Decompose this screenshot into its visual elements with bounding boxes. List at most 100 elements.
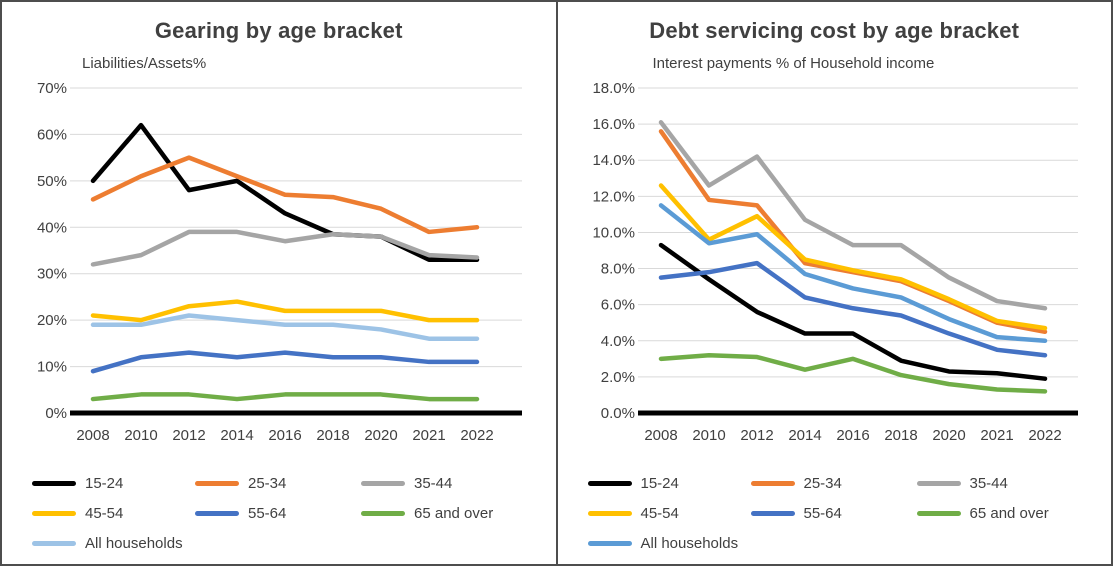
- series-line-15-24: [658, 242, 1047, 381]
- legend-item-65-and-over: 65 and over: [361, 505, 546, 522]
- x-axis-tick-label: 2014: [788, 427, 821, 444]
- legend-label: 45-54: [85, 504, 124, 522]
- legend-swatch: [587, 510, 632, 516]
- legend-swatch: [361, 510, 405, 516]
- series-line-45-54: [90, 299, 480, 323]
- legend-swatch: [587, 480, 632, 486]
- chart-legend: 15-24 25-34 35-44 45-54 55-64 65 and over All …: [587, 468, 1102, 558]
- gearing-chart-panel: Gearing by age bracket Liabilities/Asset…: [2, 2, 558, 564]
- legend-item-25-34: 25-34: [750, 474, 917, 492]
- x-axis-tick-label: 2010: [124, 427, 157, 444]
- legend-item-55-64: 55-64: [750, 504, 917, 522]
- x-axis-tick-label: 2012: [740, 427, 773, 444]
- legend-label: All households: [640, 534, 739, 552]
- y-axis-tick-label: 18.0%: [592, 80, 635, 97]
- legend-label: 65 and over: [969, 504, 1049, 522]
- x-axis-tick-label: 2016: [836, 427, 869, 444]
- x-axis-tick-label: 2020: [932, 427, 965, 444]
- series-line-45-54: [658, 183, 1047, 331]
- series-line-35-44: [658, 120, 1047, 311]
- legend-item-55-64: 55-64: [195, 505, 361, 522]
- x-axis-tick-label: 2022: [460, 427, 493, 444]
- legend-item-45-54: 45-54: [32, 505, 195, 522]
- x-axis-tick-label: 2016: [268, 427, 301, 444]
- legend-item-35-44: 35-44: [361, 475, 546, 492]
- y-axis-tick-label: 60%: [37, 126, 67, 143]
- legend-label: 45-54: [640, 504, 679, 522]
- legend-swatch: [195, 480, 239, 486]
- x-axis-tick-label: 2008: [644, 427, 677, 444]
- series-line-55-64: [658, 260, 1047, 358]
- legend-swatch: [750, 480, 795, 486]
- y-axis-tick-label: 0.0%: [600, 405, 634, 422]
- legend-swatch: [750, 510, 795, 516]
- x-axis-tick-label: 2022: [1028, 427, 1061, 444]
- legend-item-45-54: 45-54: [587, 504, 751, 522]
- y-axis-tick-label: 4.0%: [600, 333, 634, 350]
- y-axis-tick-label: 20%: [37, 312, 67, 329]
- series-line-55-64: [90, 350, 480, 374]
- series-line-all-households: [90, 313, 480, 341]
- y-axis-tick-label: 70%: [37, 80, 67, 97]
- y-axis-tick-label: 6.0%: [600, 297, 634, 314]
- legend-label: 65 and over: [414, 504, 494, 522]
- y-axis-tick-label: 40%: [37, 219, 67, 236]
- y-axis-tick-label: 2.0%: [600, 369, 634, 386]
- legend-label: 15-24: [85, 474, 124, 492]
- series-line-all-households: [658, 203, 1047, 344]
- series-line-25-34: [658, 129, 1047, 334]
- series-line-65-and-over: [658, 352, 1047, 394]
- legend-label: 35-44: [969, 474, 1008, 492]
- legend-item-all-households: All households: [32, 535, 195, 552]
- debt-servicing-chart-panel: Debt servicing cost by age bracket Inter…: [557, 2, 1111, 564]
- y-axis-tick-label: 8.0%: [600, 261, 634, 278]
- legend-label: 55-64: [803, 504, 842, 522]
- gearing-line-chart: 70% 60% 50% 40% 30% 20% 10% 0% 2008 2010 2012 2014 2…: [37, 80, 522, 444]
- legend-item-all-households: All households: [587, 534, 751, 552]
- chart-legend: 15-24 25-34 35-44 45-54 55-64 65 and over All …: [32, 468, 546, 558]
- chart-title: Debt servicing cost by age bracket: [649, 18, 1020, 43]
- legend-swatch: [916, 480, 961, 486]
- series-line-15-24: [90, 122, 480, 263]
- x-axis-tick-label: 2014: [220, 427, 253, 444]
- chart-axis-note: Interest payments % of Household income: [652, 55, 935, 72]
- legend-swatch: [361, 480, 405, 486]
- series-line-35-44: [90, 229, 480, 267]
- x-axis-tick-label: 2008: [76, 427, 109, 444]
- debt-servicing-line-chart: 18.0% 16.0% 14.0% 12.0% 10.0% 8.0% 6.0% 4.0% 2.0…: [592, 80, 1078, 444]
- x-axis-tick-label: 2021: [412, 427, 445, 444]
- series-line-25-34: [90, 155, 480, 235]
- x-axis-tick-label: 2021: [980, 427, 1013, 444]
- y-axis-tick-label: 12.0%: [592, 188, 635, 205]
- y-axis-tick-label: 16.0%: [592, 116, 635, 133]
- chart-title: Gearing by age bracket: [154, 18, 403, 43]
- y-axis-tick-label: 30%: [37, 266, 67, 283]
- legend-label: 25-34: [803, 474, 842, 492]
- x-axis-tick-label: 2010: [692, 427, 725, 444]
- chart-axis-note: Liabilities/Assets%: [82, 55, 207, 72]
- legend-item-15-24: 15-24: [32, 475, 195, 492]
- legend-label: All households: [85, 534, 183, 552]
- legend-item-65-and-over: 65 and over: [916, 504, 1102, 522]
- legend-item-35-44: 35-44: [916, 474, 1102, 492]
- legend-swatch: [916, 510, 961, 516]
- legend-swatch: [32, 510, 76, 516]
- x-axis-tick-label: 2012: [172, 427, 205, 444]
- legend-label: 15-24: [640, 474, 679, 492]
- series-line-65-and-over: [90, 392, 480, 402]
- legend-swatch: [32, 540, 76, 546]
- x-axis-tick-label: 2018: [316, 427, 349, 444]
- legend-item-25-34: 25-34: [195, 475, 361, 492]
- legend-swatch: [32, 480, 76, 486]
- y-axis-tick-label: 0%: [45, 405, 67, 422]
- y-axis-tick-label: 14.0%: [592, 152, 635, 169]
- legend-swatch: [587, 540, 632, 546]
- legend-label: 35-44: [414, 474, 453, 492]
- y-axis-tick-label: 50%: [37, 173, 67, 190]
- legend-label: 55-64: [248, 504, 287, 522]
- y-axis-tick-label: 10.0%: [592, 224, 635, 241]
- legend-item-15-24: 15-24: [587, 474, 751, 492]
- legend-swatch: [195, 510, 239, 516]
- x-axis-tick-label: 2020: [364, 427, 397, 444]
